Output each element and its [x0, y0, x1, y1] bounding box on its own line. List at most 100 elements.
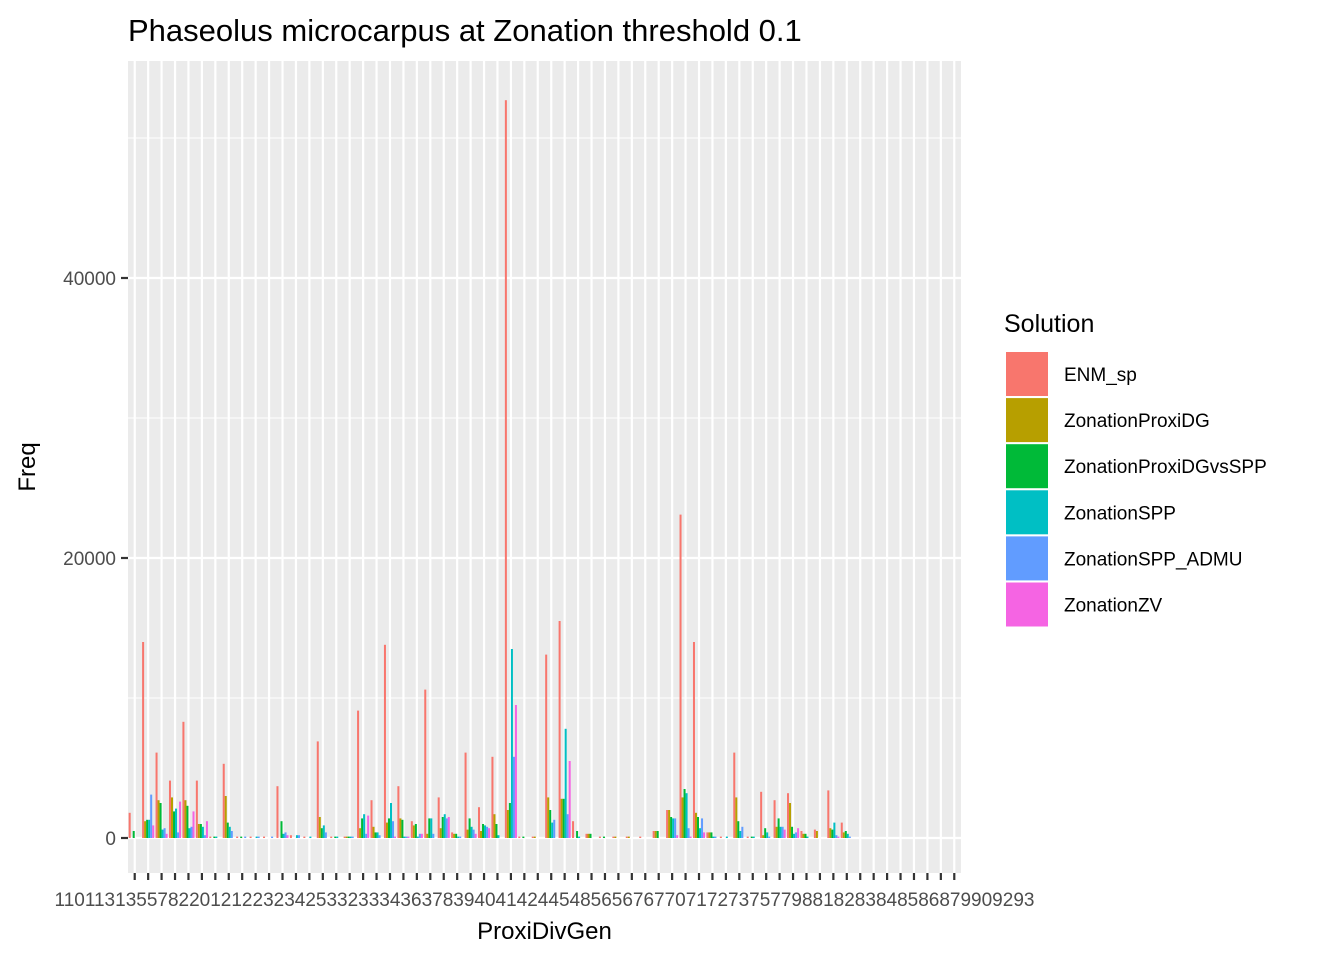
- y-axis-title: Freq: [14, 442, 41, 491]
- bar: [322, 825, 325, 838]
- bar: [192, 811, 195, 838]
- bar: [789, 803, 792, 838]
- bar: [676, 835, 679, 838]
- bar: [656, 831, 659, 838]
- bar: [760, 791, 763, 838]
- bar: [201, 826, 204, 838]
- bar: [236, 836, 239, 838]
- bar: [522, 836, 525, 838]
- bar: [710, 832, 713, 838]
- chart-title: Phaseolus microcarpus at Zonation thresh…: [128, 13, 802, 48]
- bar: [213, 836, 216, 838]
- bar: [510, 649, 513, 838]
- legend-key-ZonationProxiDG: [1006, 398, 1048, 443]
- bar: [466, 829, 469, 838]
- bar: [345, 836, 348, 838]
- bar: [806, 836, 809, 838]
- legend-label: ZonationSPP_ADMU: [1064, 549, 1242, 570]
- bar: [240, 836, 243, 838]
- bar: [598, 836, 601, 838]
- bar: [725, 836, 728, 838]
- bar: [459, 836, 462, 838]
- bar: [670, 817, 673, 838]
- bar: [351, 836, 354, 838]
- bar: [827, 790, 830, 838]
- bar: [385, 822, 388, 838]
- legend: ENM_sp ZonationProxiDG ZonationProxiDGvsSP…: [1006, 352, 1267, 627]
- bar: [486, 826, 489, 838]
- bar: [795, 832, 798, 838]
- bar: [679, 514, 682, 838]
- bar: [764, 828, 767, 838]
- x-axis: [133, 873, 956, 880]
- bar: [357, 710, 360, 838]
- bar: [309, 836, 312, 838]
- bar: [168, 780, 171, 838]
- bar: [203, 835, 206, 838]
- bar: [639, 836, 642, 838]
- bar: [666, 810, 669, 838]
- bar: [439, 828, 442, 838]
- bar: [257, 836, 260, 838]
- bar: [383, 644, 386, 838]
- bar: [491, 756, 494, 838]
- bar: [551, 822, 554, 838]
- bar: [195, 780, 198, 838]
- bar: [737, 821, 740, 838]
- bar: [714, 836, 717, 838]
- bar: [184, 800, 187, 838]
- bar: [453, 833, 456, 838]
- bar: [451, 832, 454, 838]
- legend-key-ZonationProxiDGvsSPP: [1006, 444, 1048, 489]
- bar: [347, 836, 350, 838]
- bar: [441, 817, 444, 838]
- bar: [576, 831, 579, 838]
- bar: [813, 829, 816, 838]
- bar: [289, 835, 292, 838]
- bar: [361, 818, 364, 838]
- bar: [324, 832, 327, 838]
- bar: [405, 836, 408, 838]
- bar: [484, 825, 487, 838]
- bar: [228, 826, 231, 838]
- bar: [694, 812, 697, 838]
- bar: [399, 818, 402, 838]
- bar: [685, 793, 688, 838]
- bar: [672, 818, 675, 838]
- bar: [797, 828, 800, 838]
- bar: [443, 814, 446, 838]
- bar: [762, 835, 765, 838]
- bar: [735, 797, 738, 838]
- bar: [553, 819, 556, 838]
- bars: [128, 100, 851, 838]
- bar: [132, 831, 135, 838]
- bar: [403, 836, 406, 838]
- bar: [719, 836, 722, 838]
- bar: [533, 836, 536, 838]
- bar: [739, 831, 742, 838]
- bar: [276, 786, 279, 838]
- bar: [468, 818, 471, 838]
- bar: [829, 828, 832, 838]
- bar: [518, 836, 521, 838]
- bar: [775, 826, 778, 838]
- bar: [614, 836, 617, 838]
- bar: [282, 833, 285, 838]
- bar: [374, 832, 377, 838]
- bar: [560, 798, 563, 838]
- bar: [514, 705, 517, 838]
- bar: [470, 826, 473, 838]
- bar: [359, 828, 362, 838]
- legend-key-ZonationZV: [1006, 582, 1048, 627]
- plot-panel: [128, 61, 961, 873]
- bar: [263, 836, 266, 838]
- bar: [173, 811, 176, 838]
- bar: [297, 835, 300, 838]
- bar: [209, 836, 212, 838]
- bar: [833, 822, 836, 838]
- bar: [401, 819, 404, 838]
- bar: [750, 836, 753, 838]
- bar: [787, 793, 790, 838]
- bar: [295, 835, 298, 838]
